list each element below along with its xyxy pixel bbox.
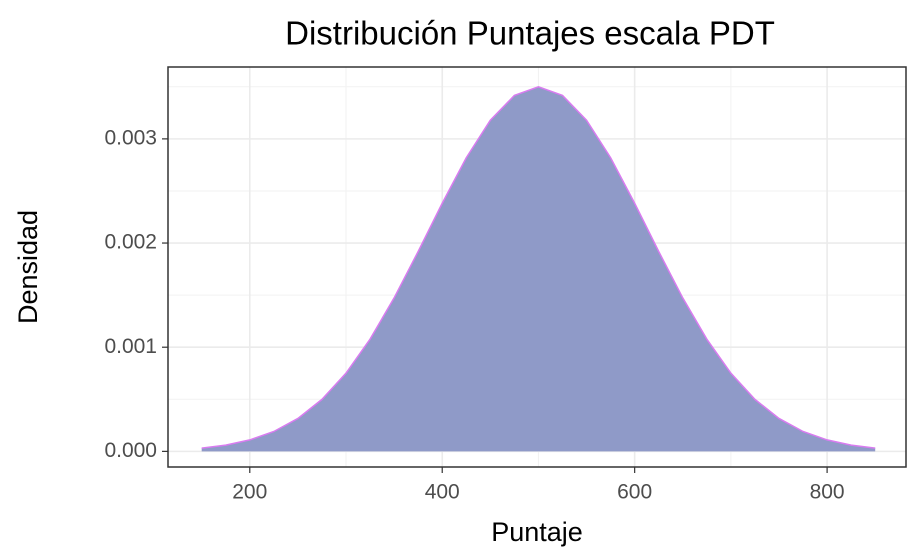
y-axis-label: Densidad — [13, 210, 43, 324]
y-tick-label: 0.001 — [104, 335, 157, 358]
x-tick-label: 200 — [232, 481, 267, 504]
y-tick-label: 0.002 — [104, 231, 157, 254]
x-axis-label: Puntaje — [491, 517, 583, 547]
density-area — [201, 86, 876, 452]
x-tick-label: 600 — [617, 481, 652, 504]
chart-title: Distribución Puntajes escala PDT — [285, 15, 775, 52]
y-tick-label: 0.000 — [104, 439, 157, 462]
x-tick-label: 400 — [425, 481, 460, 504]
y-tick-label: 0.003 — [104, 126, 157, 149]
plot-border — [167, 66, 907, 468]
density-line — [201, 85, 876, 449]
x-tick-label: 800 — [810, 481, 845, 504]
